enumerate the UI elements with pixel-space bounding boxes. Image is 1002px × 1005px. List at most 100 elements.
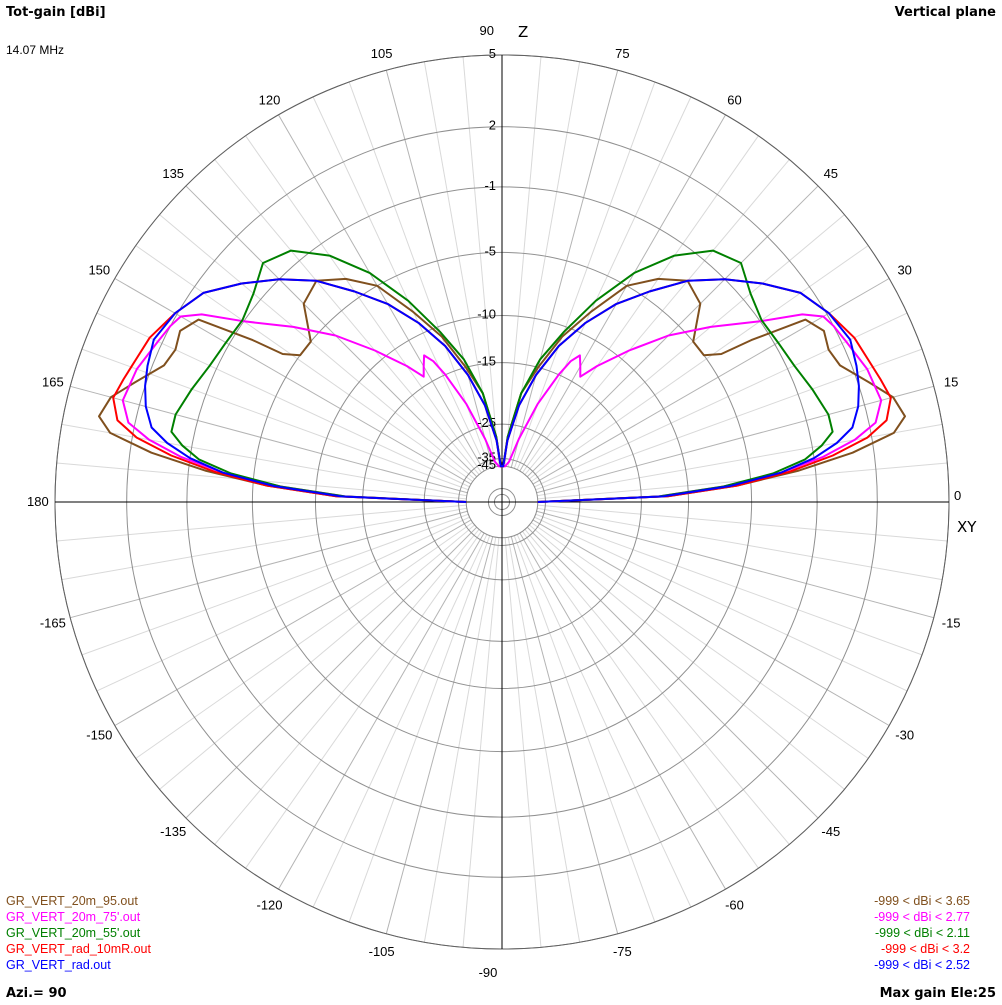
axis-label-z: Z — [518, 23, 528, 41]
grid-spoke — [535, 513, 923, 656]
grid-spoke — [504, 56, 542, 467]
angle-tick-label: -60 — [725, 898, 744, 913]
angle-tick-label: 180 — [27, 494, 49, 509]
plane-label: Vertical plane — [894, 5, 996, 20]
legend-ranges: -999 < dBi < 3.65 -999 < dBi < 2.77 -999 <… — [874, 893, 970, 973]
grid-spoke — [70, 510, 468, 619]
grid-spoke — [537, 507, 943, 581]
grid-spoke — [70, 385, 468, 494]
grid-spoke — [56, 504, 467, 542]
grid-spoke — [531, 522, 869, 759]
angle-tick-label: -90 — [479, 965, 498, 980]
ring-label: 2 — [489, 118, 496, 133]
angle-tick-label: 135 — [162, 166, 184, 181]
chart-title: Tot-gain [dBi] — [6, 5, 106, 20]
grid-spoke — [462, 56, 500, 467]
grid-spoke — [535, 348, 923, 491]
ring-label: 5 — [489, 46, 496, 61]
ring-label: -5 — [484, 243, 496, 258]
pattern-curve — [144, 278, 860, 503]
grid-spoke — [537, 423, 943, 497]
grid-spoke — [245, 531, 482, 869]
grid-spoke — [522, 531, 759, 869]
angle-tick-label: -120 — [256, 898, 282, 913]
legend-entry: GR_VERT_rad_10mR.out — [6, 942, 151, 956]
grid-spoke — [536, 510, 934, 619]
legend-entry: GR_VERT_20m_55'.out — [6, 926, 141, 940]
grid-spoke — [214, 159, 480, 475]
frequency-label: 14.07 MHz — [6, 43, 65, 57]
angle-tick-label: 0 — [954, 488, 961, 503]
grid-spoke — [519, 114, 726, 472]
grid-spoke — [423, 537, 497, 943]
angle-tick-label: -105 — [369, 944, 395, 959]
angle-tick-label: 15 — [944, 375, 958, 390]
grid-spoke — [185, 185, 478, 478]
legend-entry: GR_VERT_20m_95.out — [6, 894, 138, 908]
grid-spoke — [524, 159, 790, 475]
legend-range: -999 < dBi < 3.2 — [881, 942, 970, 956]
grid-spoke — [278, 532, 485, 890]
grid-spoke — [534, 516, 908, 692]
angle-tick-label: 45 — [824, 166, 838, 181]
angle-tick-label: 75 — [615, 46, 629, 61]
legend-range: -999 < dBi < 2.77 — [874, 910, 970, 924]
grid-spoke — [524, 529, 790, 845]
angle-tick-label: 150 — [88, 263, 110, 278]
grid-spoke — [114, 519, 472, 726]
grid-spoke — [526, 185, 819, 478]
grid-spoke — [312, 534, 488, 908]
grid-spoke — [245, 135, 482, 473]
grid-spoke — [81, 348, 469, 491]
grid-spoke — [536, 385, 934, 494]
axis-label-xy: XY — [957, 518, 977, 536]
legend-range: -999 < dBi < 2.11 — [875, 926, 970, 940]
grid-spoke — [519, 532, 726, 890]
grid-spoke — [81, 513, 469, 656]
grid-spoke — [214, 529, 480, 845]
angle-tick-label: -15 — [942, 615, 961, 630]
grid-spoke — [507, 537, 581, 943]
grid-spoke — [462, 537, 500, 948]
grid-spoke — [312, 96, 488, 470]
grid-spoke — [516, 96, 692, 470]
grid-spoke — [135, 522, 473, 759]
grid-spoke — [537, 504, 948, 542]
grid-spoke — [516, 534, 692, 908]
angle-tick-label: -75 — [613, 944, 632, 959]
angle-tick-label: -45 — [821, 824, 840, 839]
grid-spoke — [159, 214, 475, 480]
angle-tick-label: -150 — [86, 728, 112, 743]
legend-entry: GR_VERT_20m_75'.out — [6, 910, 141, 924]
grid-spoke — [96, 516, 470, 692]
grid-spoke — [61, 423, 467, 497]
grid-spoke — [534, 312, 908, 488]
grid-spoke — [510, 536, 619, 934]
legend-entry: GR_VERT_rad.out — [6, 958, 111, 972]
ring-label: -1 — [484, 178, 496, 193]
angle-tick-label: -30 — [895, 728, 914, 743]
angle-tick-label: -165 — [40, 615, 66, 630]
ring-label: -15 — [477, 354, 496, 369]
grid-spoke — [504, 537, 542, 948]
legend: GR_VERT_20m_95.out GR_VERT_20m_75'.out GR_… — [6, 893, 151, 973]
grid-spoke — [532, 519, 890, 726]
legend-range: -999 < dBi < 2.52 — [874, 958, 970, 972]
grid-spoke — [61, 507, 467, 581]
max-gain-label: Max gain Ele:25 — [879, 986, 996, 1001]
grid-spoke — [278, 114, 485, 472]
azimuth-label: Azi.= 90 — [6, 986, 67, 1001]
grid-spoke — [96, 312, 470, 488]
grid-spoke — [513, 535, 656, 923]
grid-spoke — [159, 524, 475, 790]
grid-spoke — [348, 535, 491, 923]
grid-spoke — [529, 524, 845, 790]
angle-tick-label: 165 — [42, 375, 64, 390]
angle-tick-label: 90 — [480, 23, 494, 38]
angle-tick-label: 60 — [727, 92, 741, 107]
grid-spoke — [529, 214, 845, 480]
grid-spoke — [385, 536, 494, 934]
grid-spoke — [385, 70, 494, 468]
